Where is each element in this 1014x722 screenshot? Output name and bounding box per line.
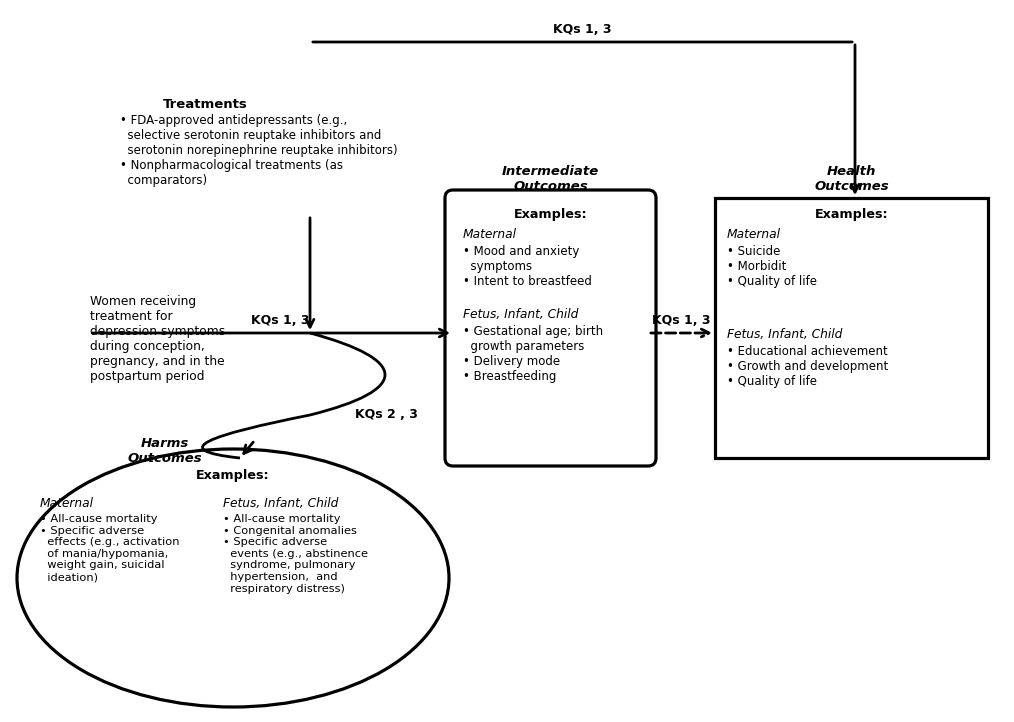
- Text: • All-cause mortality
• Congenital anomalies
• Specific adverse
  events (e.g., : • All-cause mortality • Congenital anoma…: [223, 514, 368, 593]
- Text: KQs 1, 3: KQs 1, 3: [250, 314, 309, 327]
- Text: Fetus, Infant, Child: Fetus, Infant, Child: [223, 497, 339, 510]
- Text: Examples:: Examples:: [514, 208, 587, 221]
- Ellipse shape: [17, 449, 449, 707]
- FancyBboxPatch shape: [445, 190, 656, 466]
- Text: Intermediate
Outcomes: Intermediate Outcomes: [502, 165, 599, 193]
- Text: Maternal: Maternal: [463, 228, 517, 241]
- Text: Health
Outcomes: Health Outcomes: [814, 165, 889, 193]
- Text: • Suicide
• Morbidit
• Quality of life: • Suicide • Morbidit • Quality of life: [727, 245, 817, 288]
- Text: • Educational achievement
• Growth and development
• Quality of life: • Educational achievement • Growth and d…: [727, 345, 888, 388]
- Text: Fetus, Infant, Child: Fetus, Infant, Child: [727, 328, 843, 341]
- Text: Examples:: Examples:: [814, 208, 888, 221]
- Text: • FDA-approved antidepressants (e.g.,
  selective serotonin reuptake inhibitors : • FDA-approved antidepressants (e.g., se…: [120, 114, 397, 187]
- Text: Maternal: Maternal: [40, 497, 94, 510]
- Text: Examples:: Examples:: [196, 469, 270, 482]
- Text: Treatments: Treatments: [162, 98, 247, 111]
- Text: Women receiving
treatment for
depression symptoms
during conception,
pregnancy, : Women receiving treatment for depression…: [90, 295, 225, 383]
- Text: KQs 2 , 3: KQs 2 , 3: [355, 409, 418, 422]
- Text: Maternal: Maternal: [727, 228, 781, 241]
- Text: • Mood and anxiety
  symptoms
• Intent to breastfeed: • Mood and anxiety symptoms • Intent to …: [463, 245, 592, 288]
- Bar: [715, 198, 988, 458]
- Text: KQs 1, 3: KQs 1, 3: [554, 23, 611, 36]
- Text: Harms
Outcomes: Harms Outcomes: [128, 437, 203, 465]
- Text: • All-cause mortality
• Specific adverse
  effects (e.g., activation
  of mania/: • All-cause mortality • Specific adverse…: [40, 514, 179, 582]
- Text: • Gestational age; birth
  growth parameters
• Delivery mode
• Breastfeeding: • Gestational age; birth growth paramete…: [463, 325, 603, 383]
- Text: KQs 1, 3: KQs 1, 3: [652, 314, 711, 327]
- Text: Fetus, Infant, Child: Fetus, Infant, Child: [463, 308, 578, 321]
